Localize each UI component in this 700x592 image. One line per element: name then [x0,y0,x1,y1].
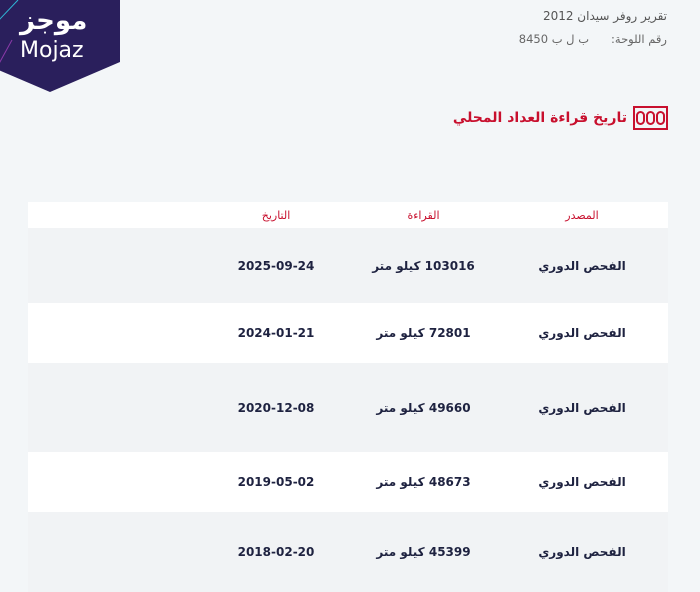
table-row: الفحص الدوري 49660 كيلو متر 2020-12-08 [28,363,668,452]
cell-source: الفحص الدوري [538,400,626,415]
mojaz-logo: موجز Mojaz [0,0,120,92]
cell-reading: 49660 كيلو متر [376,400,471,415]
plate-value: ب ل ب 8450 [518,32,590,46]
header-date: التاريخ [261,208,291,222]
logo-arabic: موجز [20,6,88,36]
odometer-table: المصدر القراءة التاريخ الفحص الدوري 1030… [28,202,668,592]
header-reading: القراءة [407,208,440,222]
plate-label: رقم اللوحة: [611,32,667,46]
odometer-icon [633,106,668,130]
cell-reading: 103016 كيلو متر [372,258,475,273]
cell-source: الفحص الدوري [538,258,626,273]
cell-date: 2024-01-21 [237,326,315,340]
table-header: المصدر القراءة التاريخ [28,202,668,228]
cell-date: 2020-12-08 [237,400,315,415]
cell-source: الفحص الدوري [538,475,626,489]
report-title: تقرير روفر سيدان 2012 [542,9,667,23]
table-row: الفحص الدوري 72801 كيلو متر 2024-01-21 [28,303,668,363]
cell-source: الفحص الدوري [538,545,626,559]
table-row: الفحص الدوري 48673 كيلو متر 2019-05-02 [28,452,668,512]
logo-english: Mojaz [20,38,84,63]
cell-source: الفحص الدوري [538,326,626,340]
cell-date: 2025-09-24 [237,258,315,273]
plate-info: رقم اللوحة: ب ل ب 8450 [519,32,667,46]
cell-date: 2019-05-02 [237,475,315,489]
cell-reading: 72801 كيلو متر [376,326,471,340]
table-row: الفحص الدوري 45399 كيلو متر 2018-02-20 [28,512,668,592]
header-source: المصدر [565,208,599,222]
cell-reading: 48673 كيلو متر [376,475,471,489]
cell-date: 2018-02-20 [237,545,315,559]
section-header: تاريخ قراءة العداد المحلي [453,106,668,130]
section-title: تاريخ قراءة العداد المحلي [452,110,627,126]
hexagon-logo-icon [0,0,120,92]
table-row: الفحص الدوري 103016 كيلو متر 2025-09-24 [28,228,668,303]
cell-reading: 45399 كيلو متر [376,545,471,559]
